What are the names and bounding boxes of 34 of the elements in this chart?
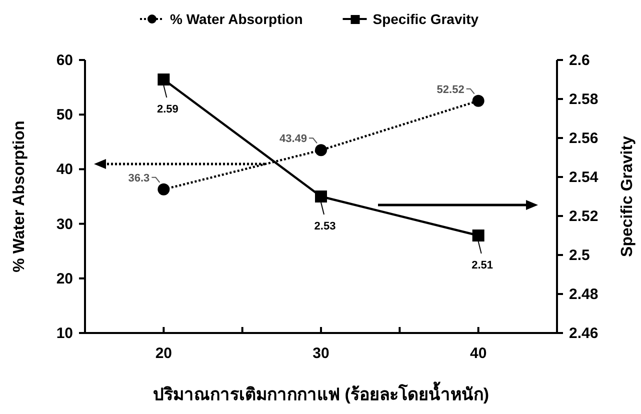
data-label: 36.3 [128, 172, 150, 184]
y-tick-label: 30 [56, 216, 73, 233]
y-tick-label: 10 [56, 325, 73, 342]
y-tick-label: 60 [56, 52, 73, 69]
point [472, 94, 484, 107]
y-axis-title: % Water Absorption [11, 120, 28, 272]
y2-tick-label: 2.58 [569, 91, 598, 108]
y-tick-label: 40 [56, 161, 73, 178]
y-tick-label: 50 [56, 106, 73, 124]
point [158, 74, 170, 86]
y-tick-label: 20 [56, 270, 73, 288]
y2-tick-label: 2.46 [569, 325, 598, 342]
data-label: 2.59 [156, 104, 178, 116]
data-label: 2.51 [472, 260, 494, 272]
data-label: 43.49 [279, 133, 307, 146]
point [315, 144, 327, 156]
x-tick-label: 40 [470, 345, 487, 362]
x-tick-label: 30 [312, 345, 330, 362]
x-axis-title: ปริมาณการเติมกากกาแฟ (ร้อยละโดยน้ำหนัก) [152, 381, 490, 404]
y2-tick-label: 2.48 [569, 286, 598, 303]
legend-label: % Water Absorption [170, 11, 303, 27]
y2-tick-label: 2.56 [569, 130, 598, 147]
point [315, 190, 327, 202]
x-tick-label: 20 [155, 345, 172, 362]
y2-tick-label: 2.5 [569, 247, 590, 264]
data-label: 2.53 [314, 220, 336, 232]
y2-tick-label: 2.6 [569, 52, 590, 69]
point [472, 230, 484, 242]
y2-tick-label: 2.54 [569, 169, 599, 186]
y2-tick-label: 2.52 [569, 208, 598, 225]
point [158, 183, 170, 196]
data-label: 52.52 [436, 84, 464, 96]
y2-axis-title: Specific Gravity [619, 136, 636, 257]
legend-label: Specific Gravity [372, 11, 479, 27]
